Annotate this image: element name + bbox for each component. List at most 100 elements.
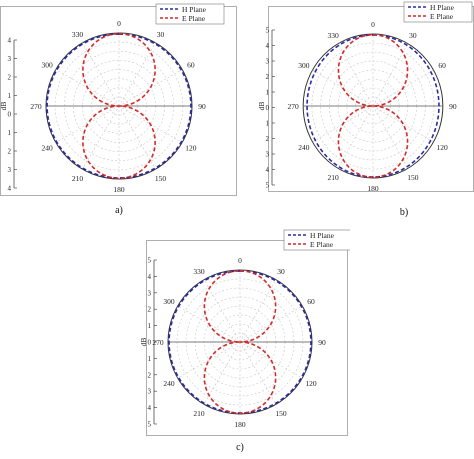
angle-tick-label: 180: [367, 184, 379, 193]
grid-spoke: [82, 105, 120, 170]
polar-chart-c: 0306090120150180210240270300330543210123…: [139, 229, 353, 453]
radial-tick-label: 4: [148, 273, 152, 281]
h-plane-series-line: [306, 34, 440, 178]
radial-tick-label: 2: [148, 306, 152, 314]
radial-tick-label: 4: [8, 37, 12, 45]
radial-tick-label: 4: [266, 166, 270, 174]
angle-tick-label: 210: [72, 174, 84, 183]
angle-tick-label: 270: [288, 102, 300, 111]
chart-body: 0306090120150180210240270300330543210123…: [139, 229, 353, 436]
radial-tick-label: 4: [266, 42, 270, 50]
grid-spoke: [239, 341, 277, 405]
radial-tick-label: 0: [148, 339, 152, 347]
grid-spoke: [372, 105, 434, 143]
chart-body: 0306090120150180210240270300330543210123…: [257, 1, 474, 193]
radial-tick-label: 3: [8, 55, 12, 63]
angle-tick-label: 90: [449, 102, 457, 111]
grid-spoke: [203, 341, 241, 405]
angle-tick-label: 210: [327, 173, 339, 182]
radial-tick-label: 2: [8, 74, 12, 82]
grid-spoke: [177, 341, 241, 379]
angle-tick-label: 210: [193, 409, 205, 418]
radial-axis-title: dB: [140, 338, 148, 347]
legend-label: E Plane: [310, 240, 334, 249]
legend-label: H Plane: [310, 231, 335, 240]
radial-tick-label: 1: [266, 120, 270, 128]
e-plane-series-line: [203, 269, 277, 415]
chart-panel-a: 0 30 60 90 120 150 180 210 240 270 300 330 4 3 2 1 0 1 2 3 4…: [0, 0, 237, 218]
radial-tick-label: 1: [148, 355, 152, 363]
e-plane-series-line: [82, 32, 156, 180]
chart-frame: [0, 6, 237, 196]
angle-tick-label: 300: [163, 297, 175, 306]
grid-spoke: [118, 42, 156, 107]
angle-tick-label: 0: [238, 256, 242, 265]
chart-body: 0306090120150180210240270300330432101234…: [0, 3, 237, 196]
angle-tick-label: 30: [277, 267, 285, 276]
angle-tick-label: 180: [234, 420, 246, 429]
angle-tick-label: 30: [409, 31, 417, 40]
angle-tick-label: 60: [438, 61, 446, 70]
angle-tick-label: 270: [152, 338, 164, 347]
radial-axis-title: dB: [0, 102, 8, 111]
chart-panel-c: 0 30 60 90 120 150 180 210 240 270 300 330 5 4 3 2 1 0 1 2 3…: [139, 228, 353, 454]
e-plane-series-line: [337, 33, 409, 179]
angle-tick-label: 150: [275, 409, 287, 418]
radial-tick-label: 0: [8, 111, 12, 119]
radial-tick-label: 1: [266, 89, 270, 97]
legend-label: H Plane: [182, 5, 207, 14]
radial-tick-label: 0: [266, 104, 270, 112]
radial-tick-label: 5: [266, 182, 270, 190]
radial-axis-title: dB: [258, 102, 266, 111]
radial-tick-label: 1: [8, 129, 12, 137]
polar-chart-a: 0306090120150180210240270300330432101234…: [0, 3, 237, 216]
radial-tick-label: 3: [148, 388, 152, 396]
angle-tick-label: 240: [163, 379, 175, 388]
radial-tick-label: 2: [148, 371, 152, 379]
radial-tick-label: 2: [8, 148, 12, 156]
angle-tick-label: 120: [437, 143, 449, 152]
radial-tick-label: 4: [8, 185, 12, 193]
angle-tick-label: 330: [72, 30, 84, 39]
angle-tick-label: 90: [318, 338, 326, 347]
panel-label: c): [236, 442, 244, 453]
grid-spoke: [82, 42, 120, 107]
angle-tick-label: 150: [407, 173, 419, 182]
radial-tick-label: 3: [266, 151, 270, 159]
angle-tick-label: 240: [41, 144, 53, 153]
angle-tick-label: 0: [371, 20, 375, 29]
angle-tick-label: 330: [327, 31, 339, 40]
radial-tick-label: 5: [266, 27, 270, 35]
angle-tick-label: 270: [30, 102, 42, 111]
radial-tick-label: 2: [266, 135, 270, 143]
radial-tick-label: 2: [266, 73, 270, 81]
angle-tick-label: 60: [307, 297, 315, 306]
panel-label: b): [400, 207, 408, 218]
angle-tick-label: 0: [117, 19, 121, 28]
legend-label: E Plane: [430, 12, 454, 21]
legend-label: E Plane: [182, 14, 206, 23]
radial-tick-label: 3: [266, 58, 270, 66]
angle-tick-label: 120: [305, 379, 317, 388]
angle-tick-label: 330: [193, 267, 205, 276]
polar-chart-b: 0306090120150180210240270300330543210123…: [257, 1, 474, 218]
radial-tick-label: 3: [8, 166, 12, 174]
radial-tick-label: 1: [8, 92, 12, 100]
angle-tick-label: 90: [198, 102, 206, 111]
angle-tick-label: 150: [155, 174, 167, 183]
angle-tick-label: 180: [113, 185, 125, 194]
radial-tick-label: 5: [148, 257, 152, 265]
chart-frame: [146, 240, 348, 436]
angle-tick-label: 240: [298, 143, 310, 152]
grid-spoke: [118, 105, 156, 170]
grid-spoke: [239, 279, 277, 343]
angle-tick-label: 300: [41, 61, 53, 70]
angle-tick-label: 60: [187, 61, 195, 70]
angle-tick-label: 120: [185, 144, 197, 153]
h-plane-series-line: [46, 33, 192, 179]
radial-tick-label: 5: [148, 421, 152, 429]
angle-tick-label: 30: [157, 30, 165, 39]
